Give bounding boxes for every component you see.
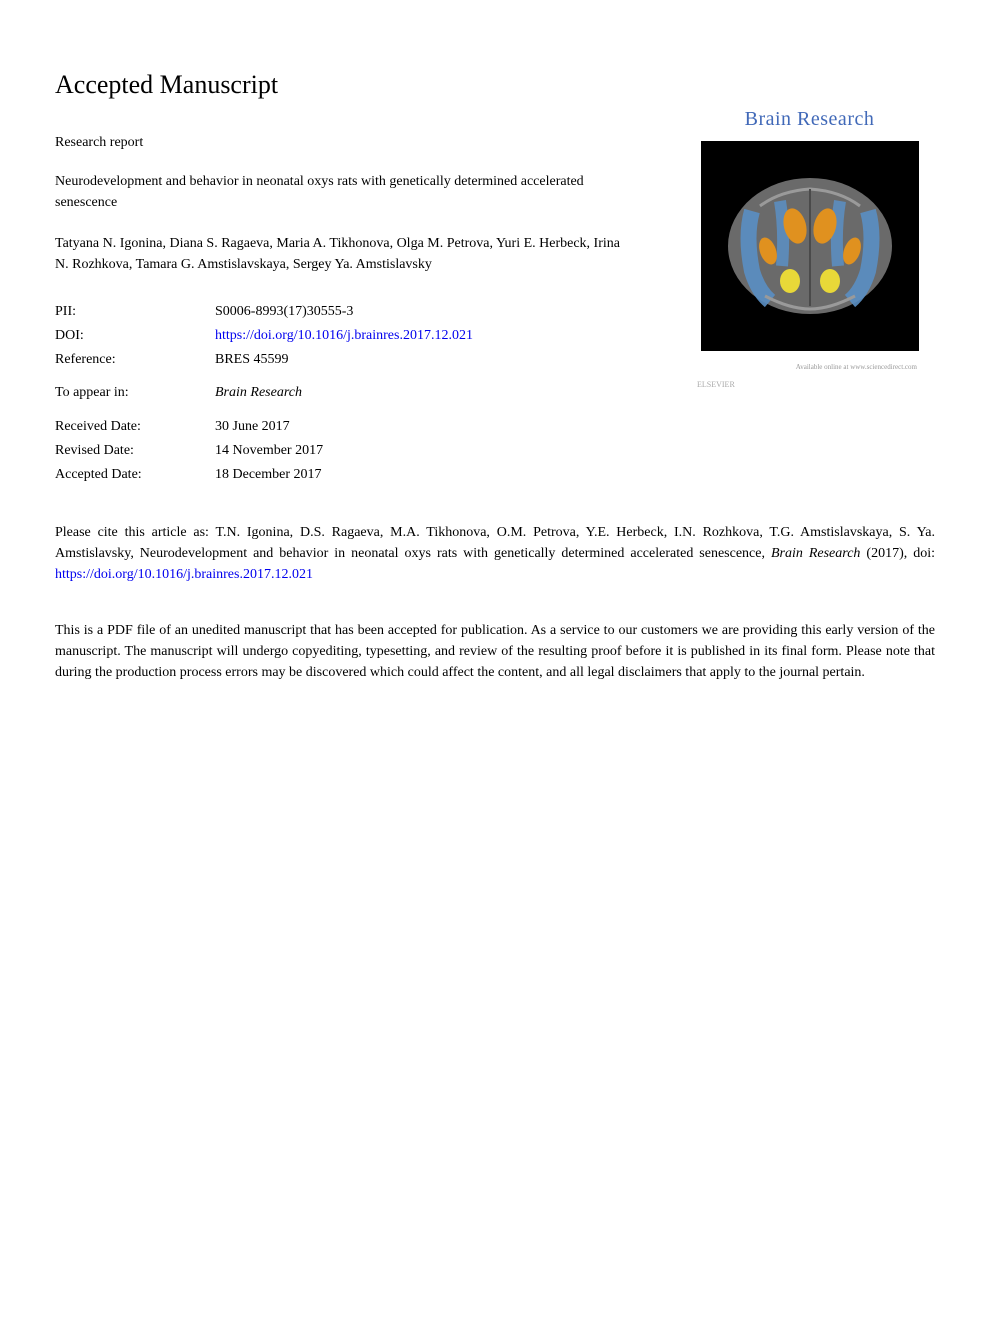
meta-row-doi: DOI: https://doi.org/10.1016/j.brainres.… (55, 324, 630, 348)
cover-footer-text: Available online at www.sciencedirect.co… (682, 363, 937, 381)
citation-year: (2017), doi: (860, 546, 935, 561)
meta-row-revised: Revised Date: 14 November 2017 (55, 439, 630, 463)
appear-value: Brain Research (215, 381, 630, 405)
reference-value: BRES 45599 (215, 348, 630, 372)
brain-icon (710, 151, 910, 341)
accepted-value: 18 December 2017 (215, 463, 630, 487)
meta-row-pii: PII: S0006-8993(17)30555-3 (55, 300, 630, 324)
meta-row-received: Received Date: 30 June 2017 (55, 415, 630, 439)
accepted-label: Accepted Date: (55, 463, 215, 487)
article-type: Research report (55, 135, 630, 151)
reference-label: Reference: (55, 348, 215, 372)
revised-label: Revised Date: (55, 439, 215, 463)
doi-value: https://doi.org/10.1016/j.brainres.2017.… (215, 324, 630, 348)
doi-link[interactable]: https://doi.org/10.1016/j.brainres.2017.… (215, 328, 473, 343)
content-area: Research report Neurodevelopment and beh… (55, 135, 630, 487)
meta-row-appear: To appear in: Brain Research (55, 381, 630, 405)
journal-name: Brain Research (682, 108, 937, 131)
citation-text: Please cite this article as: T.N. Igonin… (55, 522, 935, 585)
meta-row-accepted: Accepted Date: 18 December 2017 (55, 463, 630, 487)
pii-label: PII: (55, 300, 215, 324)
disclaimer-text: This is a PDF file of an unedited manusc… (55, 620, 935, 683)
revised-value: 14 November 2017 (215, 439, 630, 463)
appear-label: To appear in: (55, 381, 215, 405)
article-authors: Tatyana N. Igonina, Diana S. Ragaeva, Ma… (55, 233, 630, 275)
article-title: Neurodevelopment and behavior in neonata… (55, 171, 630, 213)
publisher-logo: ELSEVIER (697, 380, 735, 389)
received-value: 30 June 2017 (215, 415, 630, 439)
meta-row-reference: Reference: BRES 45599 (55, 348, 630, 372)
citation-journal: Brain Research (771, 546, 860, 561)
pii-value: S0006-8993(17)30555-3 (215, 300, 630, 324)
doi-label: DOI: (55, 324, 215, 348)
meta-table: PII: S0006-8993(17)30555-3 DOI: https://… (55, 300, 630, 487)
journal-cover: Brain Research ELSEVIER Available online… (682, 90, 937, 399)
brain-cover-image (701, 141, 919, 351)
citation-doi-link[interactable]: https://doi.org/10.1016/j.brainres.2017.… (55, 567, 313, 582)
received-label: Received Date: (55, 415, 215, 439)
